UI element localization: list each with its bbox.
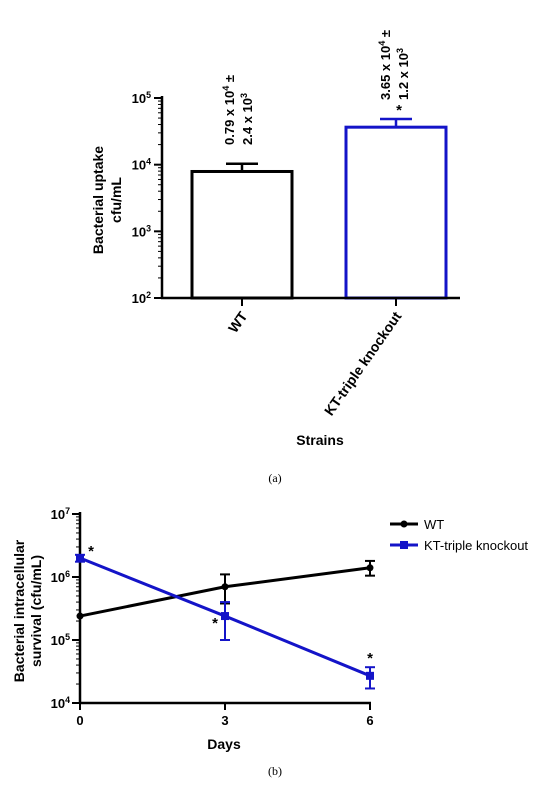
panel-b-significance-mark: * [367, 650, 373, 667]
panel-a-bar [190, 169, 294, 300]
panel-a-bars [190, 117, 448, 300]
panel-a-y-ticks: 102 103 104 105 [132, 90, 162, 306]
panel-b-x-axis-label: Days [207, 736, 241, 752]
panel-b-legend-marker [400, 520, 408, 528]
panel-b-significance-mark: * [88, 543, 94, 560]
panel-b-x-tick-label: 6 [366, 713, 373, 728]
panel-b-point [76, 612, 84, 620]
panel-b-caption: (b) [268, 764, 282, 778]
panel-a-y-tick-label: 104 [132, 157, 151, 173]
panel-b-legend: WT KT-triple knockout [390, 517, 528, 553]
panel-b-point [221, 612, 229, 621]
panel-b-x-tick-label: 3 [221, 713, 228, 728]
panel-a-annotation-line2: 2.4 x 103 [239, 93, 255, 145]
panel-a-axes [160, 96, 460, 300]
panel-a-y-tick-label: 103 [132, 223, 151, 239]
panel-b-y-tick-label: 107 [51, 506, 70, 522]
panel-a-significance-mark: * [396, 102, 402, 119]
panel-b-x-ticks: 0 3 6 [76, 703, 374, 728]
panel-b-series: * * * [75, 543, 375, 690]
panel-a-bar [344, 125, 448, 300]
panel-a-value-annotation: 3.65 x 104 ±1.2 x 103 [377, 30, 411, 100]
panel-a-x-ticks: WT KT-triple knockout [225, 298, 405, 418]
panel-b-y-tick-label: 104 [51, 695, 70, 711]
panel-b-legend-marker [400, 541, 408, 549]
panel-a-annotation-line1: 0.79 x 104 ± [221, 75, 237, 145]
panel-a-y-tick-label: 102 [132, 290, 151, 306]
panel-a-annotation-line2: 1.2 x 103 [395, 48, 411, 100]
panel-a-x-tick-label: WT [225, 308, 251, 335]
panel-a-x-axis-label: Strains [296, 432, 344, 448]
panel-b-point [366, 564, 374, 572]
panel-a-caption: (a) [268, 471, 281, 485]
panel-b-y-label-line1: Bacterial intracellular [11, 539, 27, 682]
panel-a-y-axis-label: Bacterial uptake cfu/mL [90, 146, 124, 254]
panel-b-line-chart: Bacterial intracellular survival (cfu/mL… [11, 506, 528, 778]
panel-a-x-tick-label: KT-triple knockout [321, 308, 405, 418]
panel-a-value-annotation: 0.79 x 104 ±2.4 x 103 [221, 75, 255, 145]
panel-b-legend-label: KT-triple knockout [424, 538, 528, 553]
panel-b-y-axis-label: Bacterial intracellular survival (cfu/mL… [11, 539, 44, 682]
panel-a-annotations: 0.79 x 104 ±2.4 x 103 3.65 x 104 ±1.2 x 1… [221, 30, 411, 145]
panel-b-point [221, 583, 229, 591]
panel-a-y-tick-label: 105 [132, 90, 151, 106]
panel-a-y-label-line1: Bacterial uptake [90, 146, 106, 254]
panel-b-significance-mark: * [212, 615, 218, 632]
panel-a-y-label-line2: cfu/mL [108, 177, 124, 223]
panel-b-legend-label: WT [424, 517, 444, 532]
panel-b-y-tick-label: 106 [51, 569, 70, 585]
panel-a-bar-chart: Bacterial uptake cfu/mL 102 103 104 105 0.7… [90, 30, 460, 485]
panel-b-point [76, 554, 84, 563]
panel-b-x-tick-label: 0 [76, 713, 83, 728]
panel-b-y-label-line2: survival (cfu/mL) [28, 555, 44, 667]
panel-b-y-ticks: 104 105 106 107 [51, 506, 80, 711]
panel-b-point [366, 671, 374, 680]
panel-a-annotation-line1: 3.65 x 104 ± [377, 30, 393, 100]
panel-b-y-tick-label: 105 [51, 632, 70, 648]
